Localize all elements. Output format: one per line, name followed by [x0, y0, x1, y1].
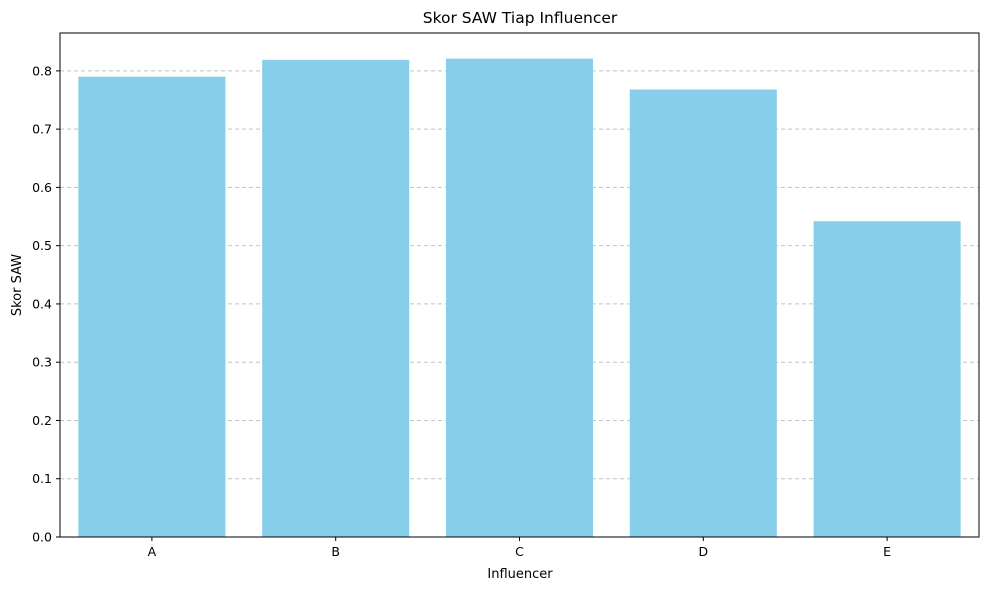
bar-b: [262, 59, 410, 538]
y-tick-label: 0.6: [32, 180, 52, 195]
x-tick-label: A: [148, 544, 157, 559]
y-tick-label: 0.7: [32, 122, 52, 137]
x-axis-label: Influencer: [487, 567, 553, 582]
x-tick-label: E: [883, 544, 891, 559]
x-tick-label: D: [698, 544, 708, 559]
bar-d: [629, 89, 777, 538]
chart-title: Skor SAW Tiap Influencer: [423, 9, 618, 27]
x-tick-label: B: [331, 544, 340, 559]
bar-c: [445, 58, 594, 537]
y-tick-label: 0.0: [32, 530, 52, 545]
y-tick-label: 0.4: [32, 296, 52, 311]
bar-a: [78, 76, 226, 537]
y-axis-label: Skor SAW: [10, 254, 25, 316]
x-axis-ticks: A B C D E: [148, 537, 891, 559]
y-tick-label: 0.2: [32, 413, 52, 428]
y-tick-label: 0.3: [32, 355, 52, 370]
x-tick-label: C: [515, 544, 524, 559]
y-axis-ticks: 0.0 0.1 0.2 0.3 0.4 0.5 0.6 0.7 0.8: [32, 63, 60, 545]
bar-e: [813, 221, 961, 537]
y-tick-label: 0.1: [32, 471, 52, 486]
bars: [78, 58, 961, 538]
y-tick-label: 0.8: [32, 63, 52, 78]
y-tick-label: 0.5: [32, 238, 52, 253]
